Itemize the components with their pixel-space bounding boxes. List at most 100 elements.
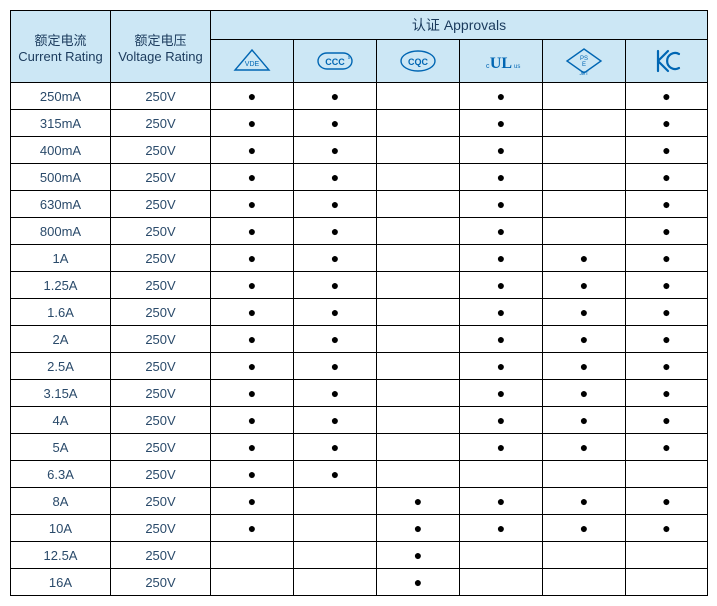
- dot-icon: ●: [580, 277, 588, 293]
- cell-mark-ccc: ●: [294, 137, 377, 164]
- dot-icon: ●: [580, 358, 588, 374]
- svg-text:CQC: CQC: [408, 57, 429, 67]
- cell-mark-ccc: ●: [294, 353, 377, 380]
- cell-mark-pse: ●: [543, 353, 626, 380]
- cell-mark-kc: ●: [626, 191, 708, 218]
- cell-mark-ul: ●: [460, 191, 543, 218]
- dot-icon: ●: [414, 493, 422, 509]
- dot-icon: ●: [497, 88, 505, 104]
- table-row: 3.15A250V●●●●●: [11, 380, 708, 407]
- cell-mark-kc: ●: [626, 353, 708, 380]
- cell-voltage: 250V: [111, 272, 211, 299]
- table-row: 1A250V●●●●●: [11, 245, 708, 272]
- cell-current: 4A: [11, 407, 111, 434]
- cell-mark-ul: ●: [460, 353, 543, 380]
- dot-icon: ●: [248, 223, 256, 239]
- svg-text:CCC: CCC: [325, 57, 345, 67]
- cell-current: 1.25A: [11, 272, 111, 299]
- cell-mark-kc: ●: [626, 407, 708, 434]
- cell-voltage: 250V: [111, 245, 211, 272]
- dot-icon: ●: [580, 250, 588, 266]
- dot-icon: ●: [662, 412, 670, 428]
- cell-mark-pse: ●: [543, 380, 626, 407]
- cell-current: 400mA: [11, 137, 111, 164]
- cell-current: 800mA: [11, 218, 111, 245]
- cell-mark-pse: [543, 83, 626, 110]
- cell-voltage: 250V: [111, 488, 211, 515]
- cell-mark-ul: ●: [460, 326, 543, 353]
- cell-voltage: 250V: [111, 434, 211, 461]
- cell-mark-cqc: [377, 83, 460, 110]
- cell-mark-ccc: ●: [294, 407, 377, 434]
- cell-mark-vde: ●: [211, 191, 294, 218]
- svg-text:us: us: [514, 64, 520, 70]
- cell-mark-vde: ●: [211, 326, 294, 353]
- voltage-label-en: Voltage Rating: [111, 49, 210, 64]
- cell-mark-pse: ●: [543, 245, 626, 272]
- cell-mark-ul: ●: [460, 164, 543, 191]
- cell-current: 315mA: [11, 110, 111, 137]
- cell-current: 6.3A: [11, 461, 111, 488]
- cell-mark-kc: ●: [626, 137, 708, 164]
- cell-mark-ccc: [294, 515, 377, 542]
- table-row: 16A250V●: [11, 569, 708, 596]
- approval-icon-ul: c UL us: [460, 40, 543, 83]
- cell-mark-kc: ●: [626, 434, 708, 461]
- cell-current: 8A: [11, 488, 111, 515]
- cell-mark-ccc: ●: [294, 191, 377, 218]
- cell-voltage: 250V: [111, 83, 211, 110]
- dot-icon: ●: [331, 196, 339, 212]
- cell-voltage: 250V: [111, 353, 211, 380]
- dot-icon: ●: [580, 331, 588, 347]
- cell-mark-kc: [626, 542, 708, 569]
- cell-mark-pse: [543, 461, 626, 488]
- cell-mark-ul: ●: [460, 110, 543, 137]
- dot-icon: ●: [497, 358, 505, 374]
- cell-mark-cqc: [377, 272, 460, 299]
- current-label-en: Current Rating: [11, 49, 110, 64]
- cell-mark-vde: ●: [211, 272, 294, 299]
- dot-icon: ●: [248, 358, 256, 374]
- cell-current: 250mA: [11, 83, 111, 110]
- approval-icon-kc: [626, 40, 708, 83]
- cell-mark-cqc: [377, 164, 460, 191]
- dot-icon: ●: [248, 196, 256, 212]
- dot-icon: ●: [580, 412, 588, 428]
- dot-icon: ●: [248, 277, 256, 293]
- dot-icon: ●: [662, 439, 670, 455]
- dot-icon: ●: [497, 385, 505, 401]
- dot-icon: ●: [248, 88, 256, 104]
- cell-mark-cqc: ●: [377, 542, 460, 569]
- dot-icon: ●: [497, 412, 505, 428]
- current-label-cn: 额定电流: [11, 30, 110, 49]
- cell-mark-vde: ●: [211, 488, 294, 515]
- cell-mark-vde: ●: [211, 110, 294, 137]
- cell-mark-pse: ●: [543, 272, 626, 299]
- cell-mark-kc: ●: [626, 110, 708, 137]
- approval-icon-ccc: CCC s: [294, 40, 377, 83]
- cell-mark-cqc: ●: [377, 488, 460, 515]
- dot-icon: ●: [662, 331, 670, 347]
- dot-icon: ●: [331, 439, 339, 455]
- table-row: 5A250V●●●●●: [11, 434, 708, 461]
- cell-voltage: 250V: [111, 218, 211, 245]
- cell-mark-ccc: ●: [294, 380, 377, 407]
- cell-mark-vde: ●: [211, 299, 294, 326]
- cell-mark-ccc: ●: [294, 164, 377, 191]
- dot-icon: ●: [662, 115, 670, 131]
- table-body: 250mA250V●●●●315mA250V●●●●400mA250V●●●●5…: [11, 83, 708, 596]
- cell-mark-kc: [626, 569, 708, 596]
- dot-icon: ●: [248, 439, 256, 455]
- cell-mark-ul: ●: [460, 272, 543, 299]
- dot-icon: ●: [497, 439, 505, 455]
- cell-current: 2A: [11, 326, 111, 353]
- dot-icon: ●: [662, 358, 670, 374]
- cell-voltage: 250V: [111, 461, 211, 488]
- cell-mark-vde: ●: [211, 83, 294, 110]
- dot-icon: ●: [248, 331, 256, 347]
- cell-mark-vde: [211, 542, 294, 569]
- dot-icon: ●: [497, 520, 505, 536]
- cell-mark-cqc: [377, 110, 460, 137]
- dot-icon: ●: [331, 466, 339, 482]
- cell-mark-ul: ●: [460, 515, 543, 542]
